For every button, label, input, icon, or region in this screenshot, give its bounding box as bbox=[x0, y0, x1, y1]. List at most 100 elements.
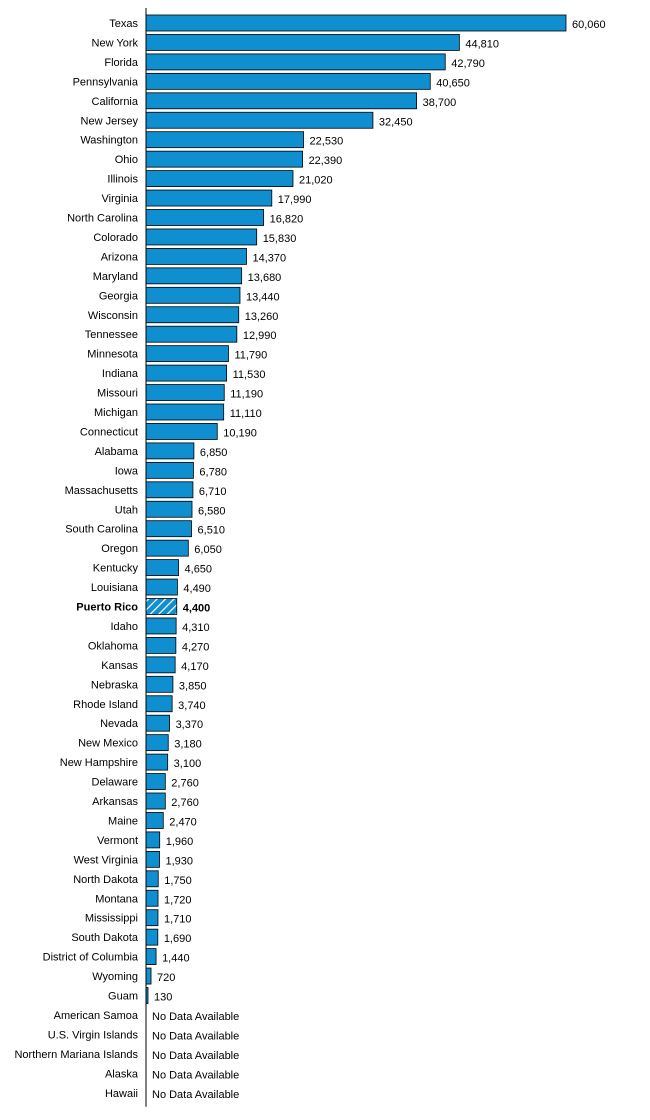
bar-kansas bbox=[145, 656, 176, 674]
value-label-south-dakota: 1,690 bbox=[164, 933, 192, 945]
value-label-indiana: 11,530 bbox=[233, 369, 266, 381]
bar-north-carolina bbox=[145, 209, 265, 226]
bar-illinois bbox=[145, 170, 294, 188]
value-label-rhode-island: 3,740 bbox=[178, 700, 206, 712]
value-label-california: 38,700 bbox=[423, 97, 457, 109]
category-label-indiana: Indiana bbox=[102, 368, 139, 380]
value-label-arkansas: 2,760 bbox=[171, 797, 199, 809]
bar-utah bbox=[145, 500, 193, 518]
value-label-nebraska: 3,850 bbox=[179, 680, 207, 692]
category-label-colorado: Colorado bbox=[93, 232, 138, 244]
bar-new-jersey bbox=[145, 111, 374, 129]
bar-new-york bbox=[145, 34, 460, 51]
category-label-oklahoma: Oklahoma bbox=[88, 640, 139, 652]
bar-minnesota bbox=[145, 345, 229, 363]
category-label-wyoming: Wyoming bbox=[92, 971, 138, 983]
category-label-north-carolina: North Carolina bbox=[67, 213, 139, 225]
bar-tennessee bbox=[145, 325, 238, 343]
bar-arizona bbox=[145, 247, 247, 265]
category-label-wisconsin: Wisconsin bbox=[88, 310, 138, 322]
category-label-kansas: Kansas bbox=[101, 660, 138, 672]
category-label-pennsylvania: Pennsylvania bbox=[73, 76, 139, 88]
bar-alabama bbox=[145, 442, 195, 460]
bar-washington bbox=[145, 131, 304, 149]
value-label-mississippi: 1,710 bbox=[164, 914, 192, 926]
value-label-kentucky: 4,650 bbox=[185, 564, 213, 576]
bar-puerto-rico bbox=[145, 598, 178, 615]
bar-arkansas bbox=[145, 792, 166, 810]
bar-new-hampshire bbox=[145, 753, 169, 771]
category-label-alabama: Alabama bbox=[95, 446, 139, 458]
bar-west-virginia bbox=[145, 850, 160, 868]
category-label-new-york: New York bbox=[92, 37, 139, 49]
value-label-pennsylvania: 40,650 bbox=[436, 77, 470, 89]
category-label-massachusetts: Massachusetts bbox=[65, 485, 139, 497]
category-label-minnesota: Minnesota bbox=[87, 349, 139, 361]
bar-delaware bbox=[145, 773, 166, 790]
bar-missouri bbox=[145, 384, 225, 401]
value-label-kansas: 4,170 bbox=[181, 661, 209, 673]
category-label-florida: Florida bbox=[104, 57, 139, 69]
value-label-idaho: 4,310 bbox=[182, 622, 210, 634]
category-label-louisiana: Louisiana bbox=[91, 582, 139, 594]
bar-oklahoma bbox=[145, 637, 177, 654]
category-label-alaska: Alaska bbox=[105, 1068, 139, 1080]
value-label-ohio: 22,390 bbox=[309, 155, 343, 167]
bar-indiana bbox=[145, 364, 228, 382]
bar-kentucky bbox=[145, 559, 179, 576]
category-label-california: California bbox=[92, 96, 139, 108]
bar-wisconsin bbox=[145, 306, 240, 324]
bar-pennsylvania bbox=[145, 72, 431, 90]
value-label-new-york: 44,810 bbox=[465, 38, 499, 50]
bar-louisiana bbox=[145, 578, 178, 596]
value-label-hawaii: No Data Available bbox=[152, 1089, 239, 1101]
value-label-nevada: 3,370 bbox=[176, 719, 204, 731]
category-label-vermont: Vermont bbox=[97, 835, 138, 847]
category-label-maryland: Maryland bbox=[93, 271, 138, 283]
bar-wyoming bbox=[145, 967, 152, 985]
bar-florida bbox=[145, 53, 446, 71]
category-label-delaware: Delaware bbox=[92, 777, 138, 789]
value-label-west-virginia: 1,930 bbox=[165, 855, 193, 867]
bar-ohio bbox=[145, 150, 303, 168]
category-label-oregon: Oregon bbox=[101, 543, 138, 555]
value-label-district-of-columbia: 1,440 bbox=[162, 953, 190, 965]
category-label-nebraska: Nebraska bbox=[91, 679, 139, 691]
value-label-iowa: 6,780 bbox=[199, 466, 227, 478]
category-label-utah: Utah bbox=[115, 504, 138, 516]
category-label-nevada: Nevada bbox=[100, 718, 139, 730]
value-label-missouri: 11,190 bbox=[230, 389, 263, 401]
category-label-georgia: Georgia bbox=[99, 290, 139, 302]
category-label-tennessee: Tennessee bbox=[85, 329, 138, 341]
category-label-montana: Montana bbox=[95, 893, 139, 905]
value-label-new-hampshire: 3,100 bbox=[174, 758, 202, 770]
value-label-washington: 22,530 bbox=[310, 136, 344, 148]
value-label-illinois: 21,020 bbox=[299, 175, 333, 187]
bar-idaho bbox=[145, 617, 177, 635]
bar-south-dakota bbox=[145, 928, 159, 946]
bar-district-of-columbia bbox=[145, 948, 157, 965]
category-label-guam: Guam bbox=[108, 991, 138, 1003]
category-label-virginia: Virginia bbox=[102, 193, 139, 205]
category-label-kentucky: Kentucky bbox=[93, 563, 139, 575]
bar-texas bbox=[145, 14, 567, 32]
bar-california bbox=[145, 92, 418, 110]
bar-nebraska bbox=[145, 675, 174, 693]
value-label-maine: 2,470 bbox=[169, 816, 197, 828]
category-label-arkansas: Arkansas bbox=[92, 796, 138, 808]
category-label-north-dakota: North Dakota bbox=[73, 874, 139, 886]
value-label-new-jersey: 32,450 bbox=[379, 116, 413, 128]
bar-montana bbox=[145, 889, 159, 907]
value-label-wisconsin: 13,260 bbox=[245, 311, 279, 323]
value-label-tennessee: 12,990 bbox=[243, 330, 277, 342]
bar-south-carolina bbox=[145, 520, 192, 538]
category-label-mississippi: Mississippi bbox=[85, 913, 138, 925]
value-label-minnesota: 11,790 bbox=[234, 350, 267, 362]
bar-rhode-island bbox=[145, 695, 173, 713]
category-label-missouri: Missouri bbox=[97, 388, 138, 400]
value-label-arizona: 14,370 bbox=[252, 252, 286, 264]
value-label-vermont: 1,960 bbox=[166, 836, 194, 848]
bar-michigan bbox=[145, 403, 225, 421]
bar-maryland bbox=[145, 267, 243, 285]
